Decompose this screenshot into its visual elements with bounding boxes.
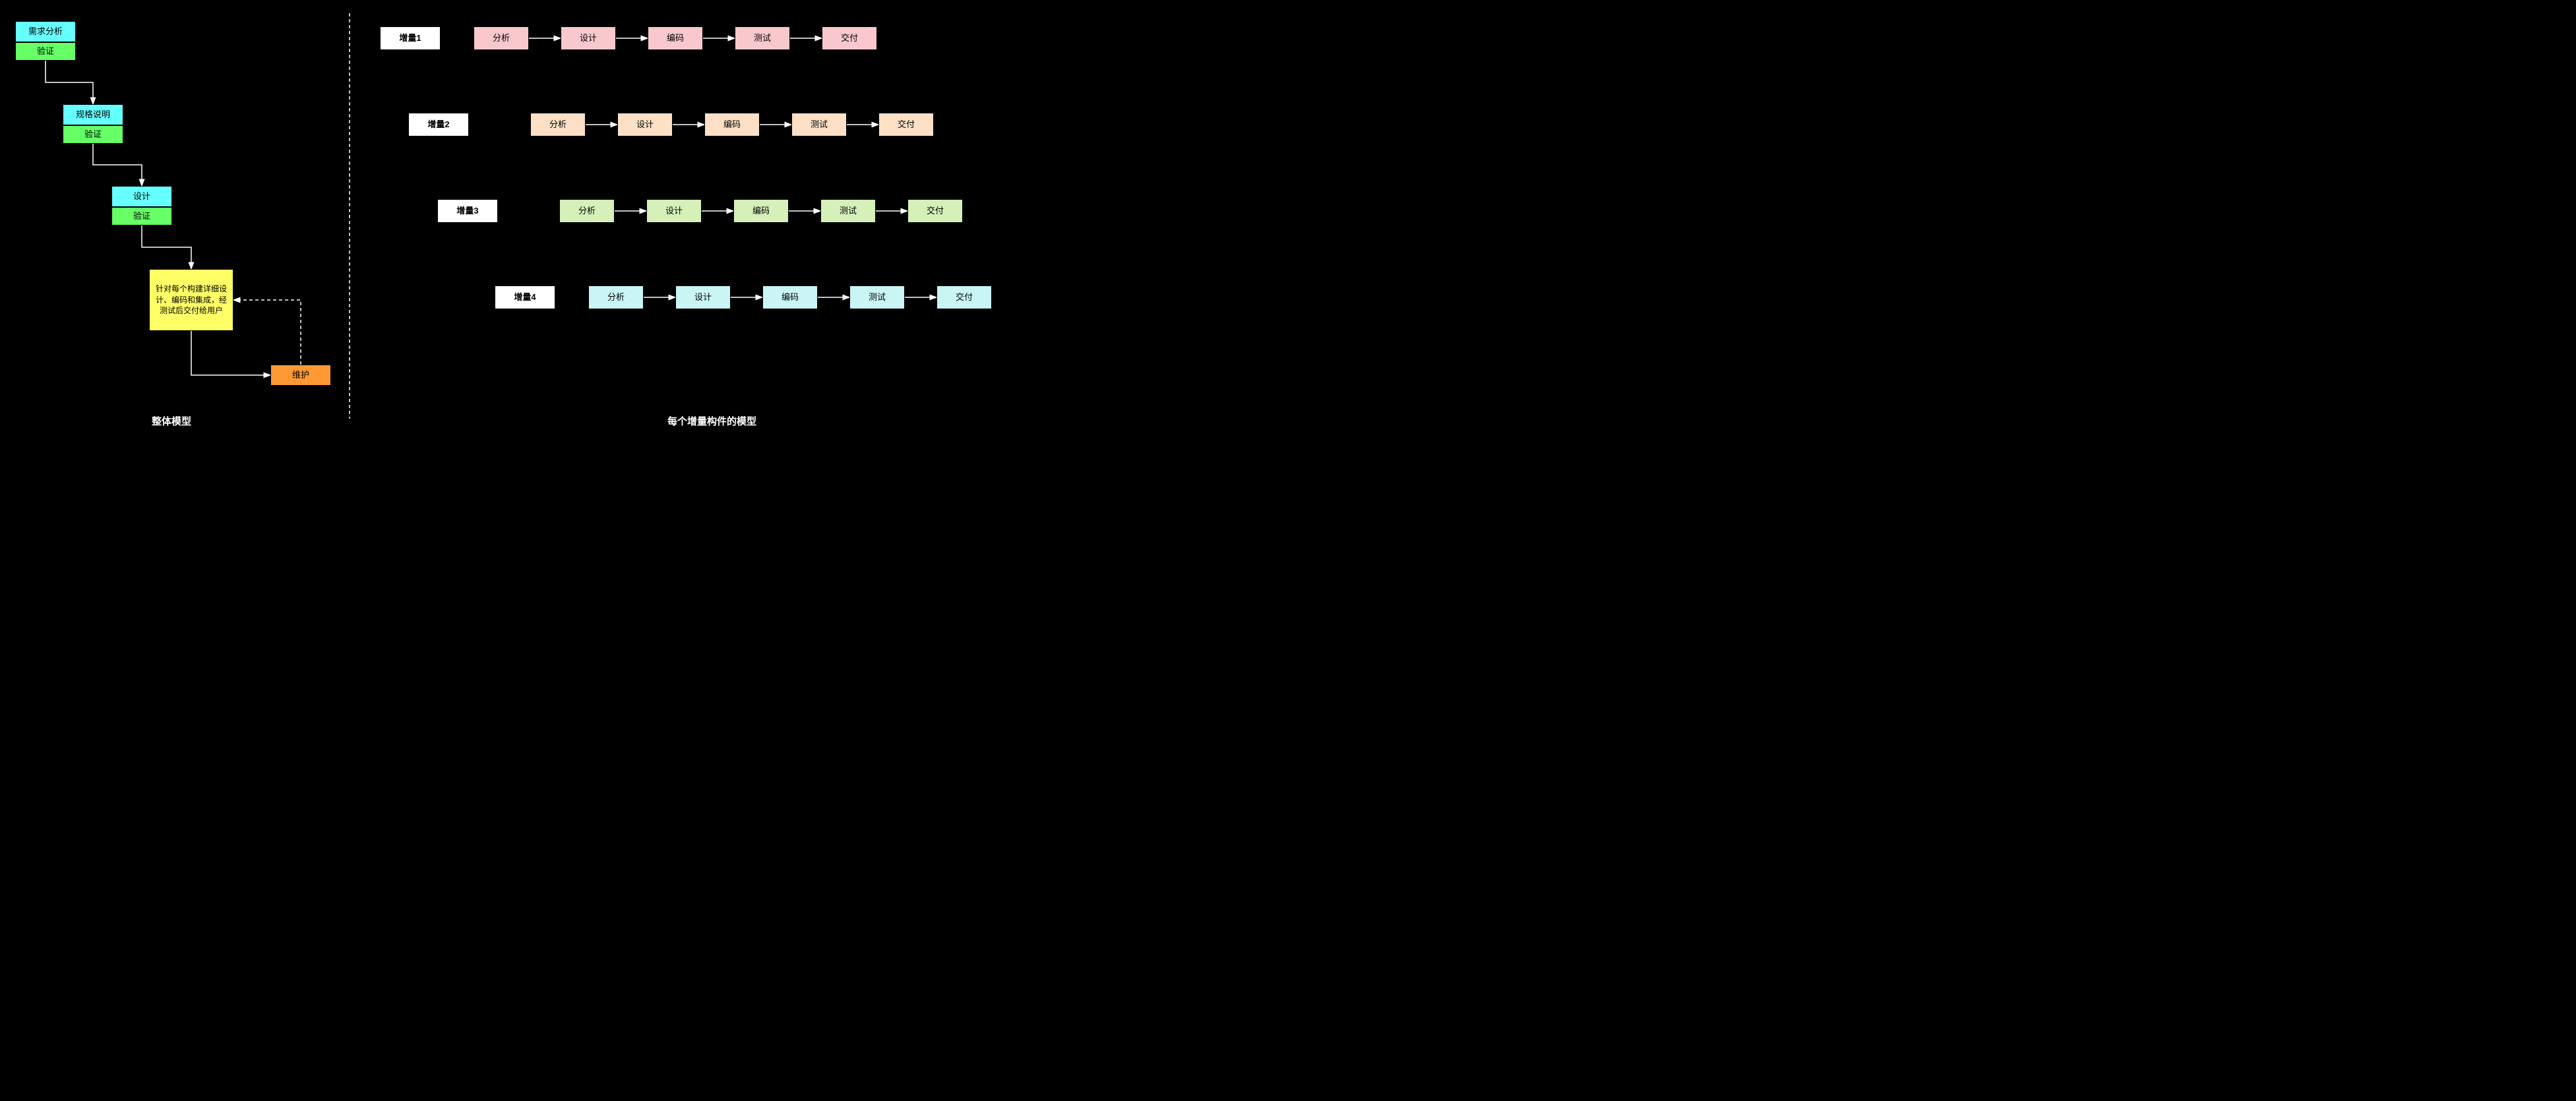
yellow-detail-box: 针对每个构建详细设计、编码和集成，经测试后交付给用户: [149, 269, 233, 331]
right-caption: 每个增量构件的模型: [667, 414, 756, 428]
increment-0-step-3: 测试: [735, 26, 790, 50]
stage-0-bottom: 验证: [15, 42, 76, 61]
diagram-canvas: 需求分析验证规格说明验证设计验证针对每个构建详细设计、编码和集成，经测试后交付给…: [0, 0, 1031, 440]
increment-0-step-1: 设计: [561, 26, 616, 50]
increment-1-step-1: 设计: [617, 113, 673, 136]
increment-0-step-4: 交付: [822, 26, 877, 50]
increment-3-step-2: 编码: [762, 285, 818, 309]
increment-2-step-3: 测试: [820, 199, 876, 223]
increment-label-2: 增量3: [437, 199, 498, 223]
increment-3-step-4: 交付: [936, 285, 992, 309]
increment-label-0: 增量1: [380, 26, 441, 50]
increment-2-step-2: 编码: [733, 199, 789, 223]
increment-label-1: 增量2: [408, 113, 469, 136]
increment-3-step-1: 设计: [675, 285, 731, 309]
increment-0-step-2: 编码: [648, 26, 703, 50]
increment-3-step-0: 分析: [588, 285, 644, 309]
increment-1-step-2: 编码: [704, 113, 760, 136]
increment-2-step-0: 分析: [559, 199, 615, 223]
increment-0-step-0: 分析: [474, 26, 529, 50]
stage-0-top: 需求分析: [15, 21, 76, 42]
increment-1-step-4: 交付: [878, 113, 934, 136]
stage-1-top: 规格说明: [63, 104, 123, 125]
stage-2-top: 设计: [111, 186, 172, 207]
increment-1-step-0: 分析: [530, 113, 586, 136]
stage-1-bottom: 验证: [63, 125, 123, 144]
maintenance-box: 维护: [270, 365, 331, 386]
increment-2-step-4: 交付: [907, 199, 963, 223]
increment-label-3: 增量4: [495, 285, 555, 309]
increment-2-step-1: 设计: [646, 199, 702, 223]
left-caption: 整体模型: [152, 414, 191, 428]
increment-3-step-3: 测试: [849, 285, 905, 309]
increment-1-step-3: 测试: [791, 113, 847, 136]
stage-2-bottom: 验证: [111, 207, 172, 225]
